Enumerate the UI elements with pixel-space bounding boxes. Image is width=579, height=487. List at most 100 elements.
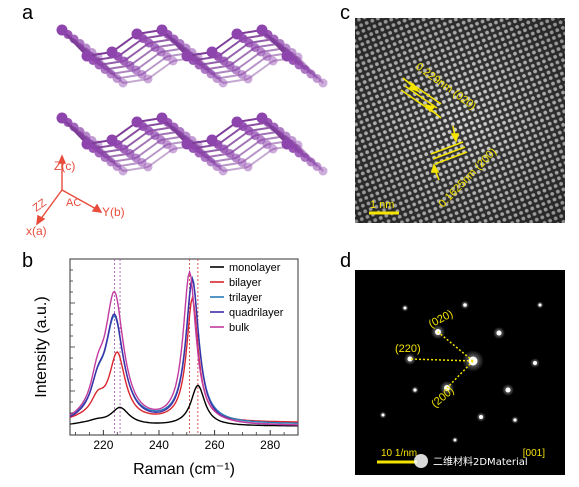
x-ticks: 220 240 260 280 (75, 430, 299, 452)
axis-label-z: Z(c) (54, 159, 75, 173)
z-axis-arrow (57, 154, 67, 164)
axis-label-y: Y(b) (102, 205, 125, 219)
diffraction-spot (505, 387, 511, 393)
atom (56, 24, 68, 36)
bond (61, 117, 88, 145)
bond (261, 29, 288, 57)
diffraction-spot (538, 303, 542, 307)
atom (281, 138, 293, 150)
diffraction-background (355, 270, 565, 475)
watermark-text: 二维材料2DMaterial (433, 455, 528, 468)
wechat-icon (414, 454, 428, 468)
axis-triad (36, 154, 103, 226)
bond (123, 130, 150, 150)
hrtem-image: 0.229nm (020) 0.1625nm (200) 1 nm (355, 18, 565, 223)
atom (231, 116, 243, 128)
vignette (355, 18, 565, 223)
diffraction-spot (479, 415, 483, 419)
atom (131, 28, 143, 40)
diffraction-spot (533, 361, 537, 365)
bond (223, 42, 250, 62)
atom-lattice (56, 24, 328, 176)
atom (181, 50, 193, 62)
panel-letter-d: d (340, 250, 352, 272)
watermark: 二维材料2DMaterial (414, 454, 528, 468)
bond (117, 37, 144, 58)
bond (229, 134, 256, 155)
y-axis-arrow (91, 203, 103, 213)
bond (247, 148, 274, 168)
bond (61, 29, 88, 57)
bond (222, 78, 249, 84)
atom (206, 134, 218, 146)
atom (81, 50, 93, 62)
scale-bar-label: 10 1/nm (381, 448, 417, 459)
legend-label-quadrilayer: quadrilayer (229, 307, 284, 319)
crystal-structure-figure: Z(c) Y(b) x(a) ZZ AC (26, 24, 328, 238)
bond (129, 46, 156, 67)
legend: monolayer bilayer trilayer quadrilayer bulk (210, 262, 284, 334)
x-tick-label: 240 (149, 438, 169, 452)
atom (281, 50, 293, 62)
bond (117, 125, 144, 146)
bond (161, 117, 188, 145)
fringe-markers (400, 77, 468, 181)
bond (241, 143, 268, 164)
x-tick-label: 220 (93, 438, 113, 452)
bond (222, 166, 249, 172)
bond (135, 51, 162, 71)
atom (156, 112, 168, 124)
atom (206, 46, 218, 58)
atom (181, 138, 193, 150)
bond (217, 37, 244, 58)
panel-letter-c: c (340, 2, 350, 24)
spot-label-220: (220) (395, 343, 421, 355)
bond (147, 60, 174, 80)
zone-axis-label: [001] (523, 448, 545, 459)
index-lines (409, 331, 474, 389)
diffraction-spot (496, 330, 502, 336)
x-tick-label: 260 (205, 438, 225, 452)
bond (217, 125, 244, 146)
bond (235, 139, 262, 159)
atom (256, 24, 268, 36)
atom (56, 112, 68, 124)
series-line-bilayer (69, 295, 298, 423)
raman-chart: 220 240 260 280 monolayer bilayer trilayer qua… (33, 258, 299, 478)
axis-label-ac: AC (66, 197, 81, 209)
y-axis-label: Intensity (a.u.) (33, 296, 50, 397)
bond (161, 29, 188, 57)
bond (141, 143, 168, 164)
diffraction-spot (381, 413, 385, 417)
plot-frame (69, 258, 299, 436)
bond (235, 51, 262, 71)
atom (106, 46, 118, 58)
atom (81, 138, 93, 150)
bond (147, 148, 174, 168)
bond (229, 46, 256, 67)
diffraction-spot (403, 306, 407, 310)
legend-label-bulk: bulk (229, 322, 250, 334)
bond (223, 130, 250, 150)
diffraction-spot (413, 388, 417, 392)
legend-label-monolayer: monolayer (229, 262, 281, 274)
atom (131, 116, 143, 128)
diffraction-spot (463, 303, 467, 307)
bond (122, 78, 149, 84)
series-lines (69, 269, 298, 427)
y-ticks (70, 258, 75, 436)
series-line-monolayer (69, 384, 298, 427)
panel-letter-a: a (22, 2, 34, 24)
bond (129, 134, 156, 155)
bond (135, 139, 162, 159)
diffraction-spot (513, 418, 517, 422)
bond (122, 166, 149, 172)
x-axis-label: Raman (cm⁻¹) (133, 461, 235, 478)
legend-label-trilayer: trilayer (229, 292, 262, 304)
x-axis-line (39, 189, 63, 221)
diffraction-spot (407, 356, 413, 362)
series-line-bulk (69, 269, 298, 426)
bond (241, 55, 268, 76)
x-tick-label: 280 (260, 438, 280, 452)
scale-bar-label: 1 nm (370, 199, 394, 211)
